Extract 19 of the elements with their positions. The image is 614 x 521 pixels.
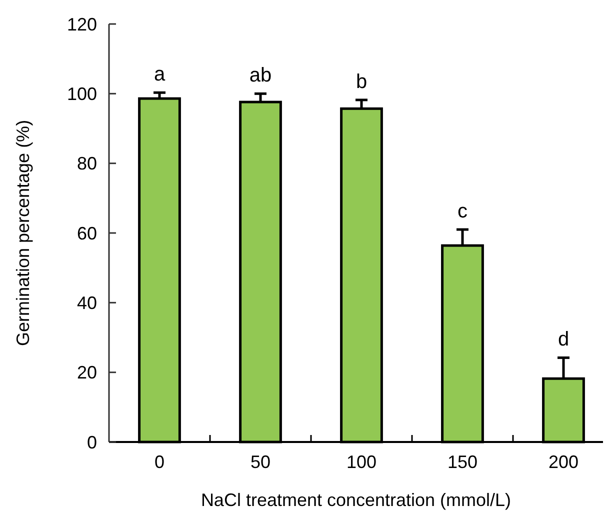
x-tick-label: 50 xyxy=(250,452,271,472)
annotation: a xyxy=(154,64,166,86)
y-tick-label: 80 xyxy=(76,154,97,174)
y-axis-title: Germination percentage (%) xyxy=(13,120,33,346)
y-tick-label: 40 xyxy=(76,292,97,313)
x-axis-title: NaCl treatment concentration (mmol/L) xyxy=(200,490,512,510)
y-tick-label: 120 xyxy=(66,14,97,34)
y-tick-label: 20 xyxy=(76,362,97,383)
annotation: ab xyxy=(249,64,272,87)
annotation: c xyxy=(458,200,468,223)
x-tick-label: 100 xyxy=(346,452,377,472)
annotation: b xyxy=(356,70,368,93)
x-tick-label: 0 xyxy=(154,452,165,472)
x-tick-label: 200 xyxy=(548,452,579,472)
y-tick-label: 100 xyxy=(66,84,97,104)
x-tick-label: 150 xyxy=(447,452,478,472)
annotation: d xyxy=(558,328,570,351)
y-tick-label: 0 xyxy=(86,432,97,452)
y-tick-label: 60 xyxy=(76,223,97,244)
